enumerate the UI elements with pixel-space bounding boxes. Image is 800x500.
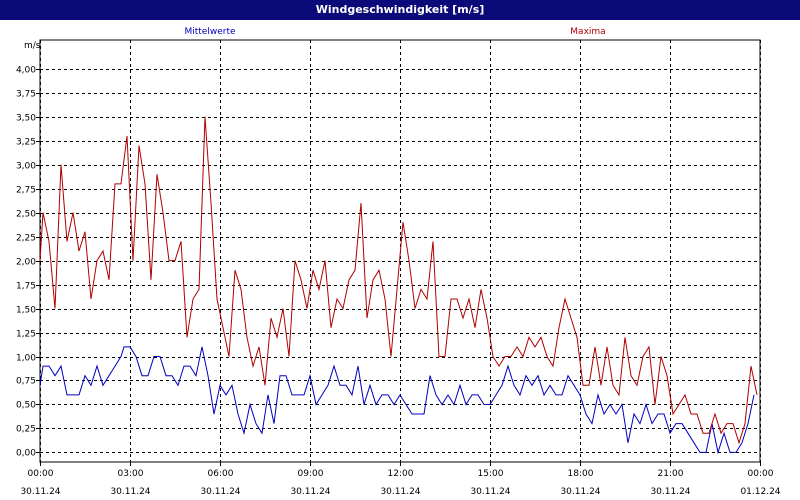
x-tick-date: 30.11.24 (560, 487, 600, 497)
y-tick-label: 2,75 (16, 186, 36, 196)
y-tick-label: 2,25 (16, 234, 36, 244)
legend-entry: Mittelwerte (184, 27, 235, 37)
y-tick-label: 3,00 (16, 162, 36, 172)
y-tick-label: 2,00 (16, 258, 36, 268)
y-tick-label: 1,75 (16, 282, 36, 292)
x-tick-time: 00:00 (748, 469, 774, 479)
x-tick-time: 00:00 (28, 469, 54, 479)
x-tick-time: 09:00 (298, 469, 324, 479)
x-axis-ticks: 00:00 30.11.24 03:00 30.11.24 06:00 30.11.24 0… (20, 462, 781, 497)
series-line-mittelwerte (39, 346, 755, 455)
x-tick-time: 18:00 (568, 469, 594, 479)
x-tick-date: 30.11.24 (110, 487, 150, 497)
y-axis-ticks: 0,00 0,25 0,50 0,75 1,00 1,25 1,50 1,75 2,00 2,25… (16, 66, 40, 459)
x-tick-date: 30.11.24 (380, 487, 420, 497)
y-tick-label: 1,50 (16, 306, 36, 316)
y-tick-label: 3,75 (16, 90, 36, 100)
series-lines (39, 116, 758, 455)
y-tick-label: 1,25 (16, 330, 36, 340)
series-line-maxima (39, 116, 758, 445)
x-tick-time: 06:00 (208, 469, 234, 479)
x-tick-time: 21:00 (658, 469, 684, 479)
x-tick-date: 30.11.24 (20, 487, 60, 497)
x-tick-time: 03:00 (118, 469, 144, 479)
y-tick-label: 4,00 (16, 66, 36, 76)
y-tick-label: 0,25 (16, 425, 36, 435)
x-tick-date: 30.11.24 (200, 487, 240, 497)
y-tick-label: 0,75 (16, 377, 36, 387)
x-tick-date: 30.11.24 (470, 487, 510, 497)
y-tick-label: 3,50 (16, 114, 36, 124)
x-tick-time: 15:00 (478, 469, 504, 479)
window-title: Windgeschwindigkeit [m/s] (0, 0, 800, 20)
y-tick-label: 0,00 (16, 449, 36, 459)
y-axis-label: m/s (24, 41, 41, 51)
legend: Mittelwerte Maxima (184, 27, 605, 37)
legend-entry: Maxima (570, 27, 605, 37)
x-tick-date: 01.12.24 (740, 487, 780, 497)
x-tick-date: 30.11.24 (290, 487, 330, 497)
wind-speed-chart: 0,00 0,25 0,50 0,75 1,00 1,25 1,50 1,75 2,00 2,25… (16, 27, 781, 497)
y-tick-label: 1,00 (16, 354, 36, 364)
y-tick-label: 3,25 (16, 138, 36, 148)
y-tick-label: 2,50 (16, 210, 36, 220)
y-tick-label: 0,50 (16, 401, 36, 411)
x-tick-time: 12:00 (388, 469, 414, 479)
x-tick-date: 30.11.24 (650, 487, 690, 497)
